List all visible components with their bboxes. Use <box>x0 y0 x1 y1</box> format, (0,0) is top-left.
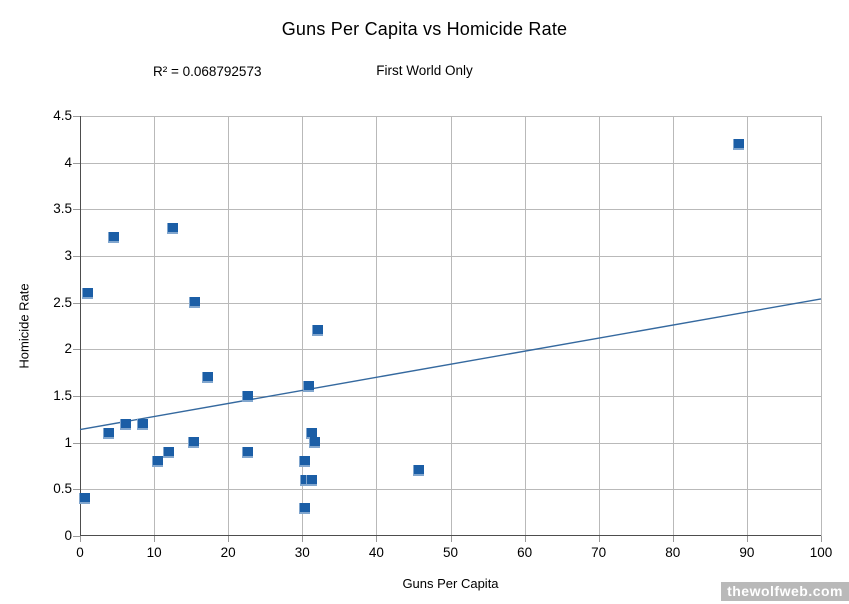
gridline-vertical <box>302 116 304 536</box>
x-tick-label: 100 <box>809 545 833 560</box>
data-point <box>167 222 179 234</box>
gridline-vertical <box>821 116 822 536</box>
data-point <box>305 427 317 439</box>
gridline-vertical <box>154 116 156 536</box>
data-point <box>189 297 201 309</box>
x-axis-title: Guns Per Capita <box>402 576 499 591</box>
x-tick-label: 10 <box>146 545 162 560</box>
x-axis-line <box>80 535 821 536</box>
data-point <box>78 493 90 505</box>
data-point <box>311 325 323 337</box>
data-point <box>107 231 119 243</box>
gridline-vertical <box>376 116 378 536</box>
x-tick-label: 30 <box>294 545 310 560</box>
gridline-horizontal <box>80 162 821 164</box>
y-axis-line <box>80 116 81 541</box>
data-point <box>151 455 163 467</box>
gridline-horizontal <box>80 349 821 351</box>
y-tick-label: 0.5 <box>53 481 72 497</box>
data-point <box>163 446 175 458</box>
x-tick <box>376 536 378 542</box>
gridline-vertical <box>598 116 600 536</box>
y-tick <box>73 116 80 117</box>
y-tick-label: 3 <box>64 248 72 263</box>
y-tick-label: 1 <box>64 434 72 450</box>
y-tick <box>73 349 80 351</box>
y-tick-label: 4 <box>64 154 72 170</box>
x-tick <box>450 536 452 542</box>
data-point <box>308 437 320 449</box>
data-point <box>241 446 253 458</box>
gridline-horizontal <box>80 209 821 211</box>
y-tick-label: 2.5 <box>53 294 72 310</box>
gridline-vertical <box>524 116 526 536</box>
chart-subtitle: First World Only <box>376 63 473 78</box>
data-point <box>81 287 93 299</box>
trend-line <box>79 298 822 431</box>
x-tick <box>672 536 674 542</box>
x-tick <box>154 536 156 542</box>
data-point <box>306 474 318 486</box>
data-point <box>299 502 311 514</box>
watermark: thewolfweb.com <box>721 582 849 601</box>
data-point <box>241 390 253 402</box>
x-tick <box>302 536 304 542</box>
gridline-vertical <box>228 116 230 536</box>
y-tick <box>73 442 80 444</box>
gridline-vertical <box>672 116 674 536</box>
data-point <box>732 138 744 150</box>
y-tick-label: 2 <box>64 341 72 357</box>
y-tick-label: 0 <box>64 528 72 543</box>
y-tick <box>73 209 80 211</box>
x-tick-label: 80 <box>665 545 681 560</box>
data-point <box>413 465 425 477</box>
gridline-horizontal <box>80 396 821 397</box>
y-tick <box>73 489 80 491</box>
gridline-horizontal <box>80 256 821 257</box>
x-tick-label: 40 <box>368 545 384 560</box>
x-tick-label: 20 <box>220 545 236 560</box>
x-tick-label: 70 <box>591 545 607 560</box>
x-tick-label: 60 <box>517 545 533 560</box>
data-point <box>137 418 149 430</box>
gridline-horizontal <box>80 302 821 304</box>
y-tick-label: 4.5 <box>53 108 72 123</box>
x-tick <box>746 536 748 542</box>
gridline-vertical <box>450 116 452 536</box>
r-squared-label: R² = 0.068792573 <box>153 64 262 79</box>
y-tick <box>73 536 80 537</box>
x-tick-label: 50 <box>442 545 459 560</box>
data-point <box>299 474 311 486</box>
data-point <box>187 437 199 449</box>
data-point <box>302 381 314 393</box>
x-tick <box>524 536 526 542</box>
gridline-horizontal <box>80 489 821 491</box>
gridline-vertical <box>746 116 748 536</box>
data-point <box>299 455 311 467</box>
y-tick <box>73 302 80 304</box>
y-tick-label: 3.5 <box>53 201 72 217</box>
x-tick-label: 90 <box>739 545 755 560</box>
chart-title: Guns Per Capita vs Homicide Rate <box>281 19 568 39</box>
x-tick <box>228 536 230 542</box>
data-point <box>201 371 213 383</box>
y-tick <box>73 162 80 164</box>
data-point <box>103 427 115 439</box>
x-tick <box>598 536 600 542</box>
x-tick <box>80 536 81 542</box>
y-tick-label: 1.5 <box>53 388 72 403</box>
data-point <box>120 418 132 430</box>
gridline-horizontal <box>80 442 821 444</box>
x-tick-label: 0 <box>76 545 84 560</box>
gridline-horizontal <box>80 116 821 117</box>
y-tick <box>73 256 80 257</box>
x-tick <box>821 536 822 542</box>
plot-area: 0 0.5 1 1.5 2 2.5 3 3.5 4 4.5 0 10 20 30 40 50 60 70 80 90 1… <box>53 108 832 560</box>
y-tick <box>73 396 80 397</box>
